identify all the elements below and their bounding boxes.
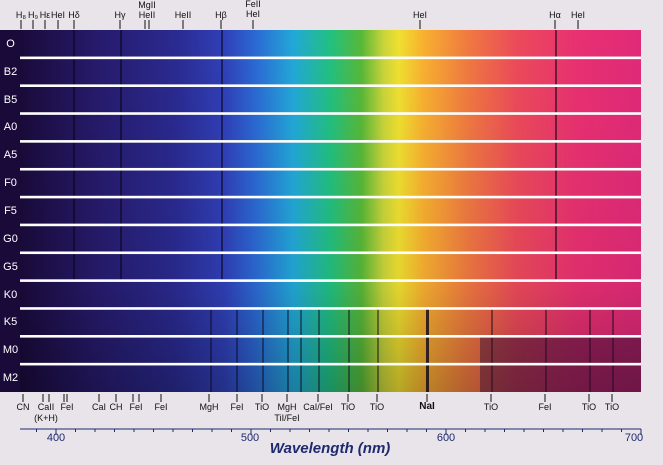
top-label-h-alpha: Hα <box>549 10 561 20</box>
top-label-mgii: MgII <box>138 0 156 10</box>
row-separator <box>20 251 641 255</box>
absorption-line <box>73 30 75 281</box>
bottom-label-tio-5: TiO <box>581 402 597 412</box>
absorption-line <box>262 308 264 392</box>
top-label-heii-2: HeII <box>174 10 192 20</box>
bottom-label-cn: CN <box>16 402 30 412</box>
bottom-label-tio-6: TiO <box>604 402 620 412</box>
absorption-line <box>612 308 614 392</box>
spectral-class-b5: B5 <box>3 93 18 106</box>
bottom-label-mgh-1: MgH <box>199 402 219 412</box>
absorption-line <box>221 30 223 281</box>
bottom-label-cai-fei: CaI/FeI <box>303 402 333 412</box>
class-column <box>0 30 20 392</box>
absorption-line <box>545 308 547 392</box>
bottom-label-fei-5: FeI <box>538 402 552 412</box>
row-separator <box>20 335 641 338</box>
spectral-class-k0: K0 <box>3 288 18 301</box>
spectral-class-m2: M2 <box>2 372 19 385</box>
bottom-label-kh: (K+H) <box>34 413 58 423</box>
top-label-hei-2: HeI <box>245 9 261 19</box>
top-label-h-beta: Hβ <box>215 10 227 20</box>
spectral-class-b2: B2 <box>3 65 18 78</box>
top-label-hei-1: HeI <box>50 10 66 20</box>
spectral-class-a5: A5 <box>3 149 18 162</box>
row-separator <box>20 279 641 282</box>
absorption-line <box>300 308 302 392</box>
bottom-label-nai: NaI <box>419 401 435 412</box>
bottom-label-mgh-2: MgH <box>277 402 297 412</box>
row-separator <box>20 195 641 199</box>
top-label-h-delta: Hδ <box>68 10 80 20</box>
tick-label-400: 400 <box>46 432 66 444</box>
bottom-label-tio-2: TiO <box>340 402 356 412</box>
x-axis-ticks <box>36 429 642 435</box>
spectral-class-a0: A0 <box>3 121 18 134</box>
absorption-line <box>348 308 350 392</box>
spectral-class-f0: F0 <box>4 177 17 190</box>
bottom-label-fei-4: FeI <box>230 402 244 412</box>
absorption-line <box>377 308 379 392</box>
spectral-class-o: O <box>6 37 15 50</box>
spectral-class-f5: F5 <box>4 205 17 217</box>
absorption-line <box>555 30 557 281</box>
row-separator <box>20 112 641 115</box>
absorption-line <box>236 308 238 392</box>
row-separator <box>20 167 641 171</box>
row-separator <box>20 362 641 366</box>
spectral-class-k5: K5 <box>3 316 18 329</box>
row-separator <box>20 223 641 227</box>
absorption-line <box>426 308 429 392</box>
spectral-class-g0: G0 <box>3 232 18 245</box>
tick-label-500: 500 <box>240 432 260 444</box>
top-label-feii: FeII <box>245 0 261 9</box>
tick-label-600: 600 <box>436 432 456 444</box>
bottom-label-fei-2: FeI <box>129 402 143 412</box>
absorption-line <box>287 308 289 392</box>
line-markers <box>20 20 613 402</box>
bottom-label-tio-4: TiO <box>483 402 499 412</box>
spectrum-shade <box>20 30 641 392</box>
absorption-line <box>210 308 212 392</box>
row-separator <box>20 84 641 87</box>
spectral-class-g5: G5 <box>3 260 18 273</box>
top-label-h9: H₉ <box>27 10 39 20</box>
top-label-hei-3: HeI <box>412 10 428 20</box>
row-separator <box>20 307 641 310</box>
bottom-label-ch: CH <box>109 402 123 412</box>
top-label-h-epsilon: Hε <box>39 10 51 20</box>
row-separator <box>20 56 641 60</box>
top-label-hei-4: HeI <box>570 10 586 20</box>
bottom-label-tio-1: TiO <box>254 402 270 412</box>
bottom-label-cai: CaI <box>91 402 107 412</box>
tick-label-700: 700 <box>624 432 644 444</box>
spectral-class-m0: M0 <box>2 344 19 357</box>
bottom-label-caii: CaII <box>37 402 55 412</box>
row-separator <box>20 140 641 143</box>
top-label-heii-1: HeII <box>138 10 156 20</box>
absorption-line <box>120 30 122 281</box>
bottom-label-tii-fei: TiI/FeI <box>274 413 300 423</box>
absorption-line <box>589 308 591 392</box>
absorption-line <box>491 308 493 392</box>
top-label-h-gamma: Hγ <box>114 10 126 20</box>
row-separators <box>20 56 641 366</box>
bottom-label-fei-3: FeI <box>154 402 168 412</box>
top-label-h8: H₈ <box>15 10 27 20</box>
x-axis-title: Wavelength (nm) <box>269 440 391 457</box>
absorption-line <box>318 308 320 392</box>
bottom-label-tio-3: TiO <box>369 402 385 412</box>
bottom-label-fei-1: FeI <box>60 402 74 412</box>
